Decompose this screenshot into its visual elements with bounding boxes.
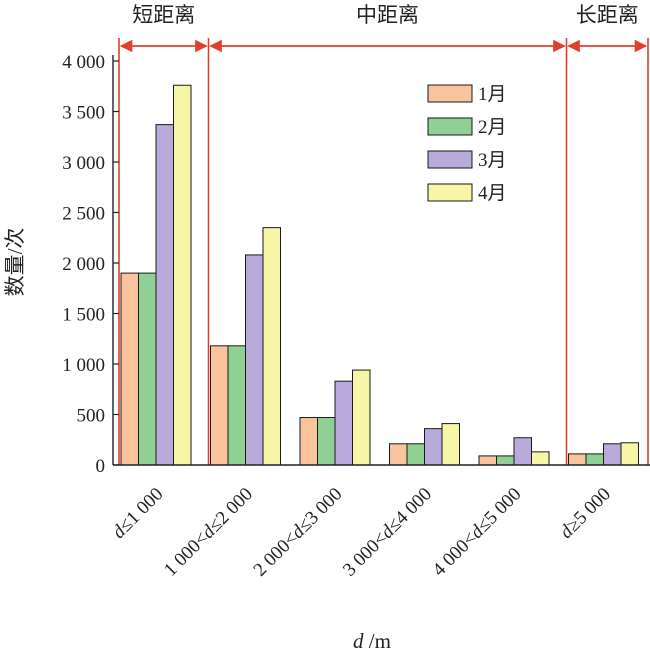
x-tick-label: 3 000<d≤4 000 — [339, 484, 436, 581]
x-tick-label: 2 000<d≤3 000 — [250, 484, 347, 581]
bar — [262, 227, 281, 466]
bar — [424, 428, 443, 466]
bar — [531, 451, 550, 466]
bar — [585, 453, 604, 466]
region-label: 短距离 — [132, 3, 195, 27]
bar — [155, 124, 174, 466]
y-tick-label: 3 500 — [62, 103, 105, 124]
legend-label: 3月 — [478, 150, 507, 171]
y-tick-label: 2 000 — [62, 254, 105, 275]
bar — [352, 369, 371, 466]
bar — [496, 455, 515, 466]
x-axis-unit: /m — [364, 629, 391, 653]
bar — [568, 453, 587, 466]
bar — [210, 345, 229, 466]
x-tick-label: d≥5 000 — [556, 484, 615, 543]
x-axis-title: d /m — [353, 629, 391, 653]
bar — [513, 437, 532, 466]
region-label: 中距离 — [356, 3, 419, 27]
x-tick-label: d≤1 000 — [108, 484, 167, 543]
bar — [603, 443, 622, 466]
legend-swatch — [427, 84, 473, 103]
bar — [138, 272, 157, 466]
y-tick-label: 500 — [77, 406, 106, 427]
region-label: 长距离 — [576, 3, 639, 27]
legend-swatch — [427, 150, 473, 169]
bar — [227, 345, 246, 466]
y-tick-label: 4 000 — [62, 52, 105, 73]
legend-label: 2月 — [478, 117, 507, 138]
bars — [120, 84, 639, 466]
distance-regions: 短距离 中距离 长距离 — [118, 3, 649, 465]
bar — [406, 443, 425, 466]
bar — [334, 380, 353, 466]
y-tick-label: 0 — [96, 456, 106, 477]
x-axis-variable: d — [353, 629, 364, 653]
legend-swatch — [427, 183, 473, 202]
legend-label: 4月 — [478, 183, 507, 204]
bar — [120, 272, 139, 466]
bar — [317, 417, 336, 466]
legend-swatch — [427, 117, 473, 136]
y-tick-label: 2 500 — [62, 204, 105, 225]
y-tick-label: 3 000 — [62, 153, 105, 174]
y-tick-label: 1 000 — [62, 355, 105, 376]
bar — [299, 417, 318, 466]
bar — [441, 423, 460, 466]
x-tick-label: 4 000<d≤5 000 — [429, 484, 526, 581]
bar — [478, 455, 497, 466]
bar — [245, 254, 264, 466]
bar — [173, 84, 192, 466]
x-tick-label: 1 000<d≤2 000 — [160, 484, 257, 581]
y-axis-title: 数量/次 — [3, 228, 27, 297]
bar — [620, 442, 639, 466]
bar — [389, 443, 408, 466]
legend-label: 1月 — [478, 84, 507, 105]
legend: 1月 2月 3月 4月 — [427, 84, 507, 204]
y-tick-label: 1 500 — [62, 305, 105, 326]
